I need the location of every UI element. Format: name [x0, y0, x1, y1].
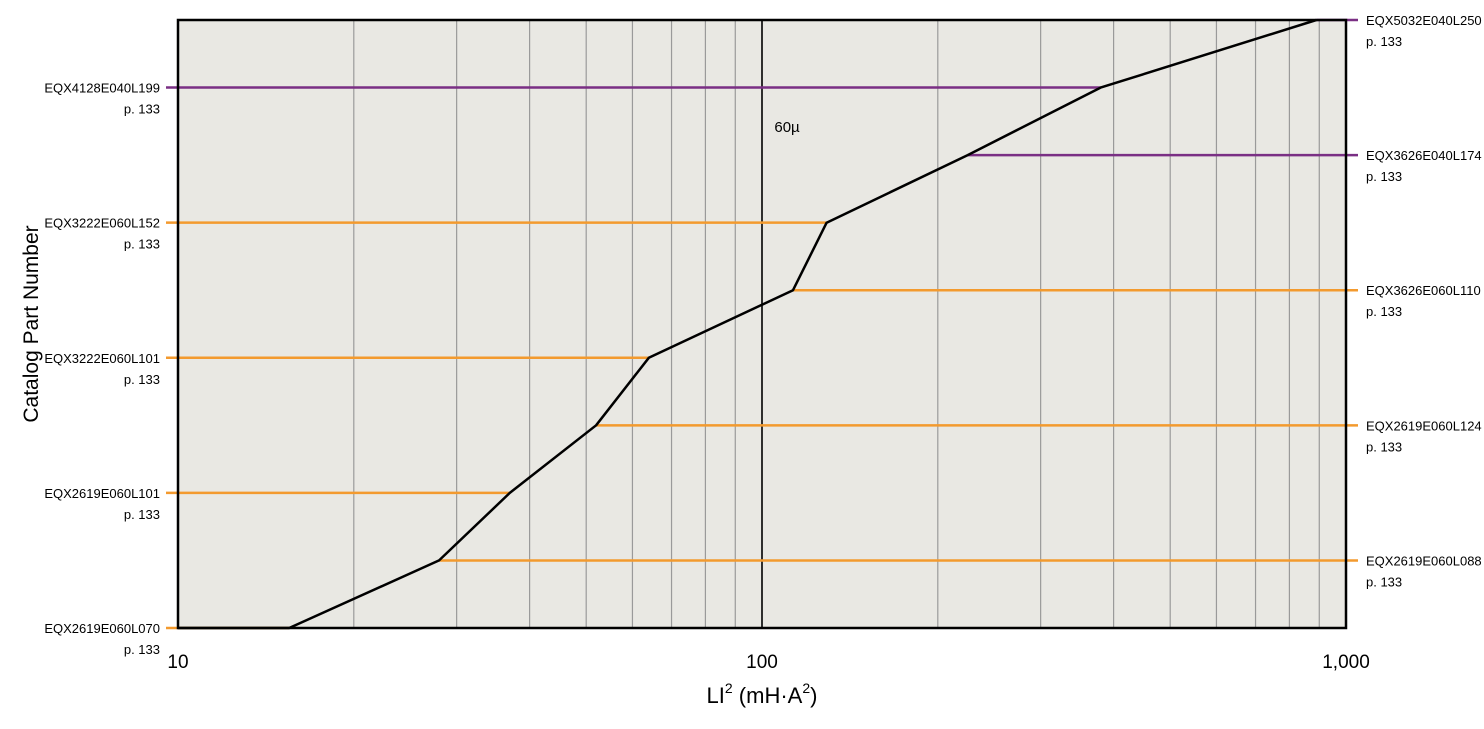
x-axis-label-base: LI: [707, 683, 725, 708]
part-ref-label: p. 133: [1366, 169, 1402, 184]
part-name-label: EQX2619E060L070: [44, 621, 160, 636]
series-curve: [178, 18, 1317, 630]
part-name-label: EQX2619E060L101: [44, 486, 160, 501]
part-ref-label: p. 133: [124, 102, 160, 117]
x-tick-label: 100: [746, 652, 778, 673]
part-name-label: EQX2619E060L124: [1366, 418, 1482, 433]
x-tick-labels: 10 100 1,000: [167, 652, 1369, 673]
annotations: 60µ40µ: [774, 119, 800, 136]
part-ref-label: p. 133: [1366, 304, 1402, 319]
part-name-label: EQX3222E060L101: [44, 351, 160, 366]
part-ref-label: p. 133: [124, 372, 160, 387]
x-axis-label: LI2 (mH·A2): [707, 680, 818, 708]
part-name-label: EQX3222E060L152: [44, 216, 160, 231]
part-ref-label: p. 133: [124, 642, 160, 657]
annotation-label: 60µ: [774, 119, 800, 136]
y-axis-label: Catalog Part Number: [20, 225, 43, 422]
x-tick-label: 1,000: [1322, 652, 1370, 673]
part-ref-label: p. 133: [124, 507, 160, 522]
x-axis-label-mid: (mH·A: [733, 683, 803, 708]
x-axis-label-end: ): [810, 683, 817, 708]
part-ref-label: p. 133: [1366, 439, 1402, 454]
x-tick-label: 10: [167, 652, 188, 673]
part-name-label: EQX3626E040L174: [1366, 148, 1482, 163]
grid-lines: [353, 20, 1320, 628]
part-name-label: EQX4128E040L199: [44, 81, 160, 96]
part-ref-label: p. 133: [1366, 574, 1402, 589]
part-ref-label: p. 133: [1366, 34, 1402, 49]
part-ref-label: p. 133: [124, 237, 160, 252]
part-name-label: EQX3626E060L110: [1366, 283, 1481, 298]
part-name-label: EQX2619E060L088: [1366, 553, 1482, 568]
part-labels: EQX2619E060L070 p. 133 EQX2619E060L088 p. 1…: [44, 13, 1481, 657]
part-lines: [166, 18, 1358, 630]
part-name-label: EQX5032E040L250: [1366, 13, 1482, 28]
x-axis-label-sup2: 2: [802, 680, 810, 696]
x-axis-label-sup1: 2: [725, 680, 733, 696]
plot-frame: [176, 18, 1348, 630]
